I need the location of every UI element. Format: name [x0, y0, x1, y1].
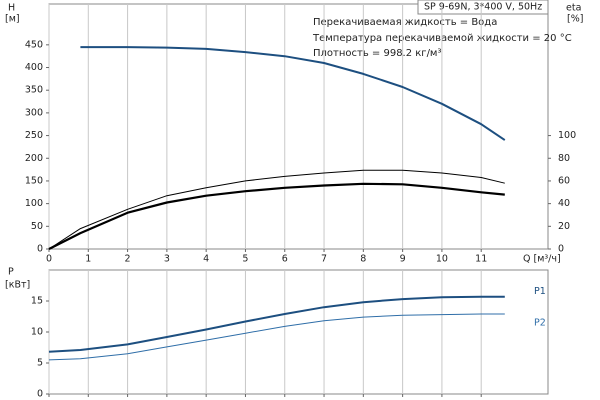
y-tick-label: 15	[31, 296, 43, 307]
y-tick-label: 300	[25, 107, 43, 118]
x-label: Q [м³/ч]	[523, 254, 561, 265]
curve	[48, 169, 505, 250]
y2-unit: [%]	[567, 14, 583, 25]
x-tick-label: 5	[242, 254, 248, 265]
curve	[48, 295, 505, 353]
y-label: H	[8, 3, 15, 14]
curve	[48, 313, 505, 361]
y-tick-label: 350	[25, 85, 43, 96]
y-tick-label: 250	[25, 130, 43, 141]
x-tick-label: 8	[360, 254, 366, 265]
y-tick-label: 150	[25, 175, 43, 186]
chart-title: SP 9-69N, 3*400 V, 50Hz	[424, 2, 542, 13]
y-unit: [кВт]	[5, 280, 30, 291]
annotation: Плотность = 998.2 кг/м³	[313, 48, 442, 59]
x-tick-label: 2	[125, 254, 131, 265]
y2-tick-label: 60	[558, 175, 570, 186]
series-label: P2	[534, 318, 546, 329]
y2-tick-label: 40	[558, 198, 570, 209]
y-tick-label: 0	[37, 244, 43, 255]
y-unit: [м]	[5, 14, 20, 25]
y-tick-label: 50	[31, 221, 43, 232]
y2-tick-label: 100	[558, 130, 576, 141]
y2-tick-label: 20	[558, 221, 570, 232]
series-label: P1	[534, 286, 546, 297]
x-tick-label: 6	[282, 254, 288, 265]
y-tick-label: 450	[25, 39, 43, 50]
y-tick-label: 0	[37, 389, 43, 400]
x-tick-label: 4	[203, 254, 209, 265]
y-tick-label: 5	[37, 358, 43, 369]
x-tick-label: 7	[321, 254, 327, 265]
plot-frame	[48, 269, 549, 395]
y2-tick-label: 80	[558, 153, 570, 164]
y2-label: eta	[566, 3, 581, 14]
x-tick-label: 1	[85, 254, 91, 265]
title-box	[417, 0, 549, 15]
x-tick-label: 3	[164, 254, 170, 265]
x-tick-label: 10	[436, 254, 448, 265]
y-tick-label: 100	[25, 198, 43, 209]
y-label: P	[8, 267, 14, 278]
curve	[80, 46, 506, 141]
annotation: Перекачиваемая жидкость = Вода	[313, 17, 497, 28]
y-tick-label: 10	[31, 327, 43, 338]
x-tick-label: 0	[46, 254, 52, 265]
x-tick-label: 11	[475, 254, 487, 265]
y-tick-label: 400	[25, 62, 43, 73]
x-tick-label: 9	[400, 254, 406, 265]
y-tick-label: 200	[25, 153, 43, 164]
curve	[48, 182, 505, 250]
y2-tick-label: 0	[558, 244, 564, 255]
